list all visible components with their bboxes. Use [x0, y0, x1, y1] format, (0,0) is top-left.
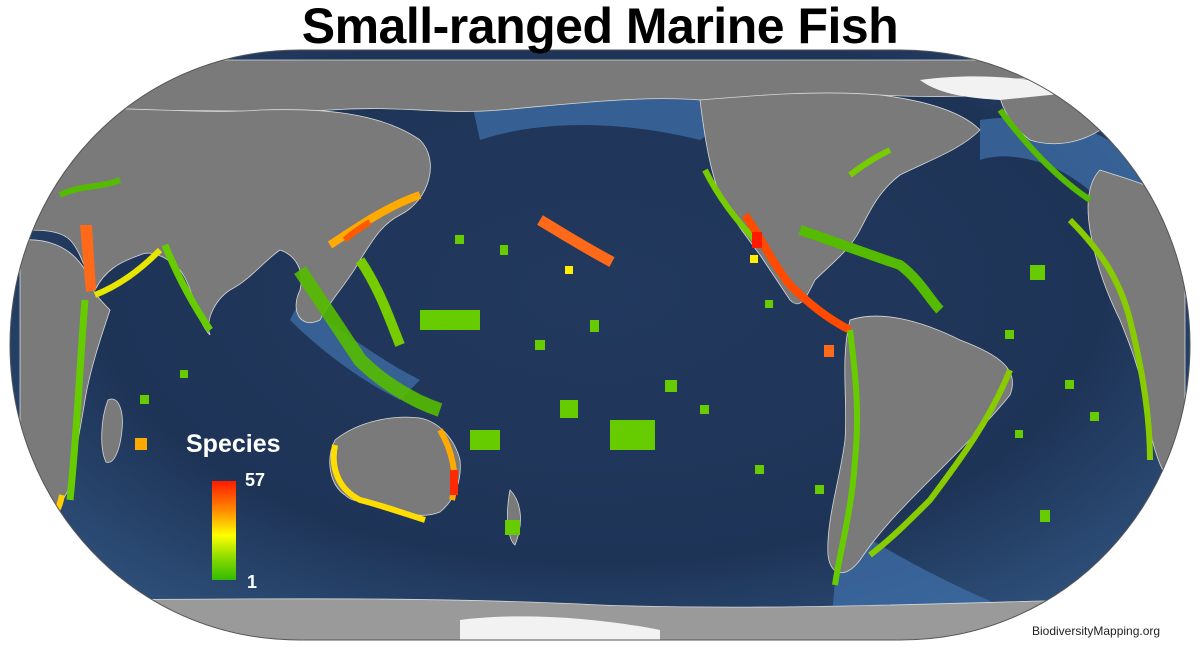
red-sea-cells	[80, 225, 96, 292]
map-title: Small-ranged Marine Fish	[301, 0, 899, 54]
south-america	[827, 315, 1013, 573]
madagascar	[101, 398, 123, 463]
globe-outline	[9, 49, 1191, 641]
australia	[329, 416, 461, 516]
credit-text: BiodiversityMapping.org	[1032, 624, 1161, 638]
legend-min-label: 1	[247, 572, 258, 592]
legend-title: Species	[186, 430, 281, 458]
hawaii-cells	[537, 215, 615, 267]
legend-color-bar	[212, 481, 236, 580]
species-richness-cells	[53, 108, 1153, 586]
legend-max-label: 57	[245, 470, 266, 490]
